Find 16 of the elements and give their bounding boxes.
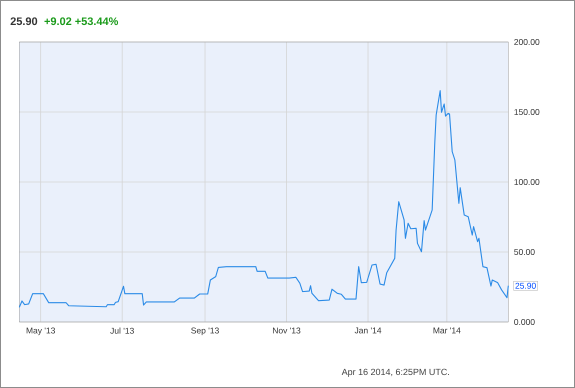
text: Apr 16 2014, 6:25PM UTC. xyxy=(342,368,449,377)
chart-title: 25.90 xyxy=(10,17,38,26)
x-tick-label: Mar '14 xyxy=(434,328,461,334)
y-tick-label: 100.00 xyxy=(514,179,540,185)
y-tick-label: 150.00 xyxy=(514,109,540,115)
line-series xyxy=(18,90,509,308)
x-tick-label: Nov '13 xyxy=(272,328,300,334)
x-tick-label: Jan '14 xyxy=(354,328,382,334)
annotation: 25.90 xyxy=(515,282,536,289)
y-tick-label: 200.00 xyxy=(514,39,540,45)
x-tick-label: Jul '13 xyxy=(110,328,134,334)
y-tick-label: 0.000 xyxy=(514,319,535,325)
chart-subtitle: +9.02 +53.44% xyxy=(44,17,118,26)
x-tick-label: May '13 xyxy=(26,328,55,336)
x-tick-label: Sep '13 xyxy=(191,328,219,336)
y-tick-label: 50.00 xyxy=(514,249,535,255)
